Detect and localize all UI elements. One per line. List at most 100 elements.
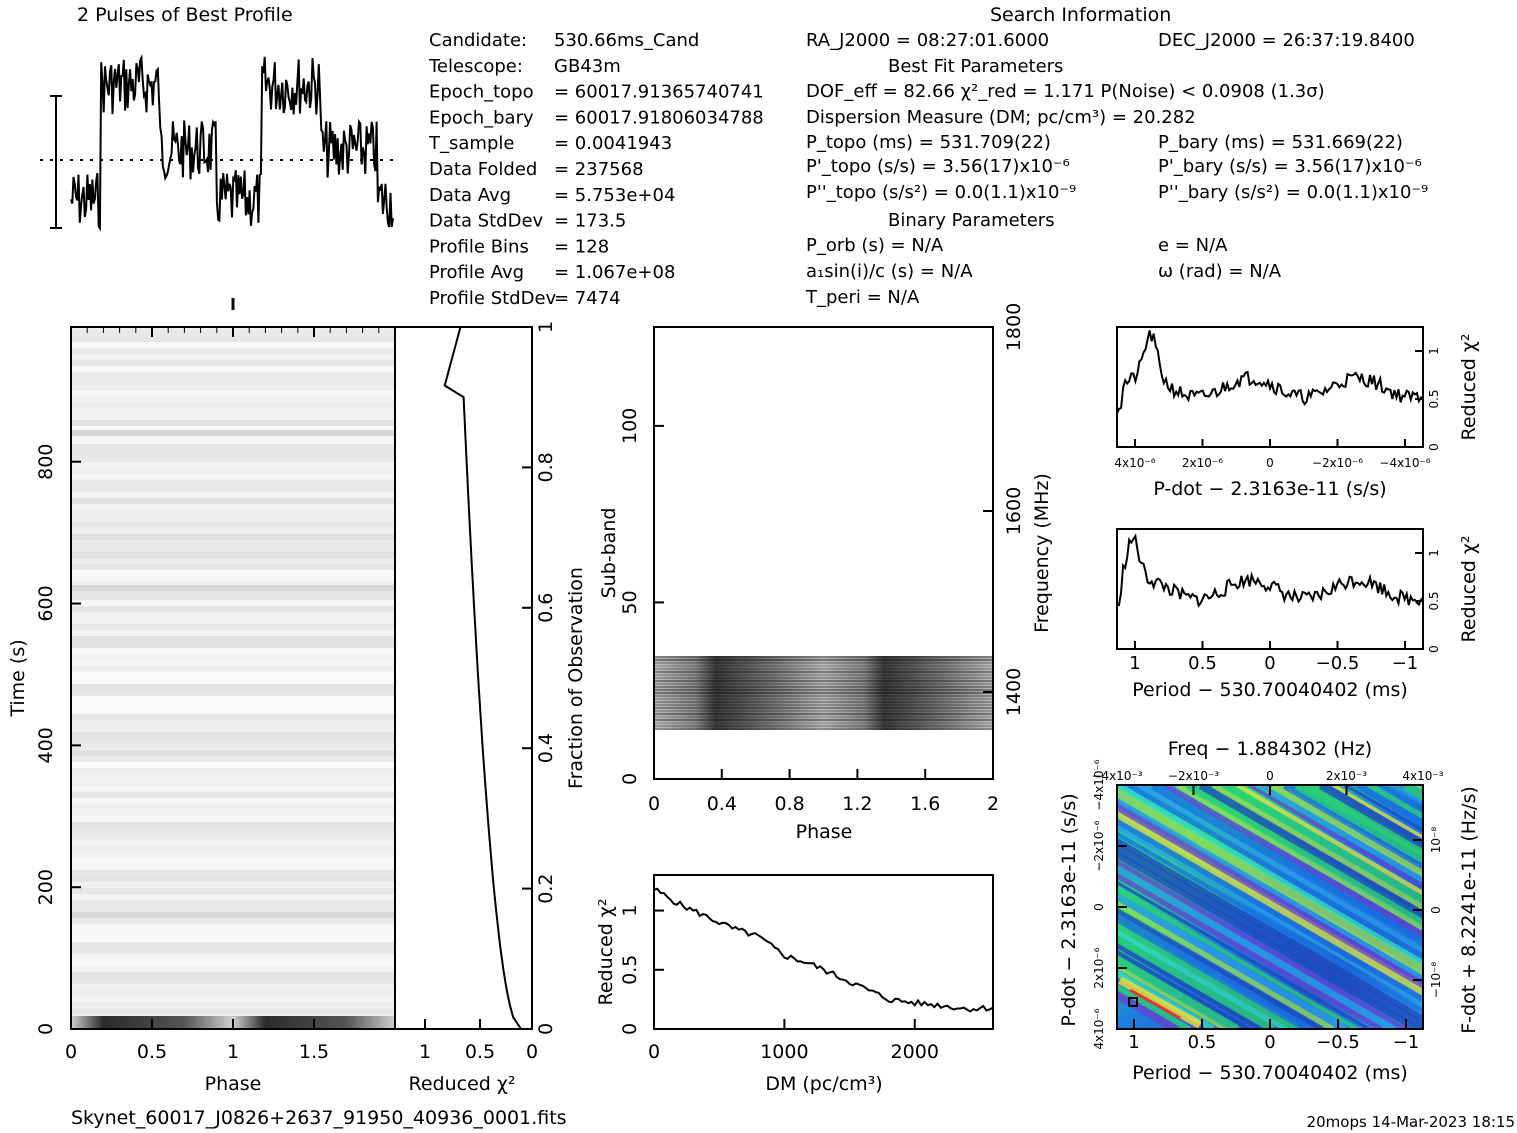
ppdot-left-ticks: 4x10⁻⁶ 2x10⁻⁶ 0 −2x10⁻⁶ −4x10⁻⁶ xyxy=(1092,759,1127,1050)
fraction-tick-5: 1 xyxy=(535,321,557,333)
ppdot-x-tick-2: 0 xyxy=(1264,1032,1275,1053)
period-y-tick-0: 0 xyxy=(1427,645,1441,653)
dm-y-ticks: 00.51 xyxy=(619,904,664,1035)
ppdot-x-tick-3: −0.5 xyxy=(1316,1032,1360,1053)
info-left-value-3: = 60017.91806034788 xyxy=(554,107,764,128)
period-panel: 1 0.5 0 −0.5 −1 00.51 Period − 530.70040402 … xyxy=(1116,528,1480,701)
phase-axis-label-mid: Phase xyxy=(796,821,853,843)
info-left-value-5: = 237568 xyxy=(554,159,644,180)
info-e: e = N/A xyxy=(1158,235,1228,256)
ppdot-panel: Freq − 1.884302 (Hz) 1 0.5 0 −0.5 −1 −4x10⁻³… xyxy=(1058,738,1480,1084)
time-phase-y-tick-2: 400 xyxy=(35,727,57,763)
info-omega: ω (rad) = N/A xyxy=(1158,261,1282,282)
time-phase-x-tick-2: 1 xyxy=(227,1041,239,1063)
ppdot-pdot-label: P-dot − 2.3163e-11 (s/s) xyxy=(1058,793,1080,1026)
pdot-redchi-label: Reduced χ² xyxy=(1458,334,1480,441)
frequency-ticks: 1400 1600 1800 xyxy=(983,303,1025,716)
ppdot-right-tick-2: −10⁻⁸ xyxy=(1429,962,1443,999)
period-x-tick-0: 1 xyxy=(1129,653,1140,674)
ppdot-left-tick-0: 4x10⁻⁶ xyxy=(1092,1008,1106,1049)
dm-redchi-label: Reduced χ² xyxy=(595,899,617,1006)
fraction-tick-0: 0 xyxy=(535,1023,557,1035)
time-phase-y-ticks: 0 200 400 600 800 xyxy=(35,444,81,1035)
ppdot-top-tick-1: −2x10⁻³ xyxy=(1168,769,1219,783)
dm-x-tick-0: 0 xyxy=(648,1041,660,1063)
pdot-x-ticks: 4x10⁻⁶ 2x10⁻⁶ 0 −2x10⁻⁶ −4x10⁻⁶ xyxy=(1114,439,1431,470)
fraction-tick-3: 0.6 xyxy=(535,593,557,623)
period-y-tick-2: 1 xyxy=(1427,549,1441,557)
pdot-y-tick-1: 0.5 xyxy=(1427,389,1441,408)
subband-y-tick-2: 100 xyxy=(619,408,641,444)
info-left-value-1: GB43m xyxy=(554,56,621,77)
info-pdtopo: P'_topo (s/s) = 3.56(17)x10⁻⁶ xyxy=(806,156,1070,177)
ppdot-top-tick-4: 4x10⁻³ xyxy=(1402,769,1443,783)
time-redchi-x-tick-2: 0 xyxy=(526,1041,538,1063)
redchi-axis-label-left: Reduced χ² xyxy=(409,1073,516,1095)
time-redchi-panel: 1 0.5 0 00.20.40.60.81 Reduced χ² Fraction… xyxy=(394,321,587,1095)
ppdot-x-ticks: 1 0.5 0 −0.5 −1 xyxy=(1128,1019,1419,1053)
dm-panel: 0 1000 2000 00.51 DM (pc/cm³) Reduced χ² xyxy=(595,874,994,1095)
pdot-x-tick-2: 0 xyxy=(1266,456,1274,470)
period-axis-label: Period − 530.70040402 (ms) xyxy=(1132,679,1408,701)
pdot-x-tick-0: 4x10⁻⁶ xyxy=(1114,456,1155,470)
dm-y-tick-0: 0 xyxy=(619,1023,641,1035)
info-left-label-1: Telescope: xyxy=(428,56,523,77)
time-phase-y-tick-1: 200 xyxy=(35,869,57,905)
info-pbary: P_bary (ms) = 531.669(22) xyxy=(1158,132,1403,153)
info-pddbary: P''_bary (s/s²) = 0.0(1.1)x10⁻⁹ xyxy=(1158,182,1428,203)
ppdot-right-tick-1: 0 xyxy=(1429,906,1443,914)
period-redchi-line xyxy=(1116,533,1424,608)
info-ptopo: P_topo (ms) = 531.709(22) xyxy=(806,132,1051,153)
ppdot-top-tick-3: 2x10⁻³ xyxy=(1326,769,1367,783)
ppdot-x-tick-4: −1 xyxy=(1393,1032,1420,1053)
ppdot-period-label: Period − 530.70040402 (ms) xyxy=(1132,1062,1408,1084)
pdot-panel: 4x10⁻⁶ 2x10⁻⁶ 0 −2x10⁻⁶ −4x10⁻⁶ 00.51 P-dot … xyxy=(1114,326,1480,500)
info-left-label-0: Candidate: xyxy=(429,30,527,51)
time-phase-x-tick-0: 0 xyxy=(65,1041,77,1063)
fraction-ticks: 0 0.2 0.4 0.6 0.8 1 xyxy=(522,321,557,1035)
profile-plot xyxy=(40,53,398,232)
pdot-x-tick-1: 2x10⁻⁶ xyxy=(1182,456,1223,470)
filename-label: Skynet_60017_J0826+2637_91950_40936_0001… xyxy=(71,1107,567,1129)
time-phase-y-tick-3: 600 xyxy=(35,585,57,621)
info-a1: a₁sin(i)/c (s) = N/A xyxy=(806,261,973,282)
info-left-value-2: = 60017.91365740741 xyxy=(554,82,764,103)
period-x-ticks: 1 0.5 0 −0.5 −1 xyxy=(1129,641,1418,674)
pdot-y-tick-0: 0 xyxy=(1427,443,1441,451)
pdot-x-tick-4: −4x10⁻⁶ xyxy=(1379,456,1430,470)
ppdot-right-ticks: 10⁻⁸ 0 −10⁻⁸ xyxy=(1413,827,1443,999)
fraction-axis-label: Fraction of Observation xyxy=(565,567,587,789)
frequency-axis-label: Frequency (MHz) xyxy=(1031,473,1053,633)
time-phase-x-tick-1: 0.5 xyxy=(137,1041,167,1063)
subband-x-tick-5: 2 xyxy=(987,793,999,815)
dm-x-ticks: 0 1000 2000 xyxy=(648,1019,939,1063)
ppdot-left-tick-1: 2x10⁻⁶ xyxy=(1092,947,1106,988)
subband-x-tick-0: 0 xyxy=(648,793,660,815)
frequency-tick-0: 1400 xyxy=(1003,668,1025,716)
subband-y-ticks: 0 50 100 xyxy=(619,408,664,785)
dm-y-tick-2: 1 xyxy=(619,904,641,916)
info-left-label-6: Data Avg xyxy=(429,185,511,206)
footer-stamp: 20mops 14-Mar-2023 18:15 xyxy=(1307,1113,1515,1131)
dm-x-tick-1: 1000 xyxy=(760,1041,808,1063)
info-ra: RA_J2000 = 08:27:01.6000 xyxy=(806,30,1049,51)
time-redchi-x-ticks: 1 0.5 0 xyxy=(419,1019,538,1063)
ppdot-right-tick-0: 10⁻⁸ xyxy=(1429,827,1443,854)
info-left-value-6: = 5.753e+04 xyxy=(554,185,675,206)
subband-axis-label: Sub-band xyxy=(598,508,620,599)
info-left-block: Candidate: 530.66ms_Cand Telescope: GB43m Ep… xyxy=(428,30,764,309)
frequency-tick-1: 1600 xyxy=(1003,487,1025,535)
info-tperi: T_peri = N/A xyxy=(805,287,920,308)
pdot-y-ticks: 00.51 xyxy=(1415,347,1441,451)
time-phase-x-ticks: 0 0.5 1 1.5 xyxy=(65,327,380,1063)
ppdot-x-tick-0: 1 xyxy=(1128,1032,1139,1053)
freq-axis-label: Freq − 1.884302 (Hz) xyxy=(1168,738,1372,760)
subband-x-tick-2: 0.8 xyxy=(774,793,804,815)
fraction-tick-1: 0.2 xyxy=(535,873,557,903)
subband-x-ticks: 0 0.4 0.8 1.2 1.6 2 xyxy=(648,769,999,815)
info-dm: Dispersion Measure (DM; pc/cm³) = 20.282 xyxy=(806,107,1196,128)
fraction-tick-4: 0.8 xyxy=(535,452,557,482)
subband-panel: 0 0.4 0.8 1.2 1.6 2 0 50 100 1400 1600 1800 Sub-b… xyxy=(598,303,1053,843)
info-left-value-0: 530.66ms_Cand xyxy=(554,30,699,51)
info-left-label-4: T_sample xyxy=(428,133,514,154)
